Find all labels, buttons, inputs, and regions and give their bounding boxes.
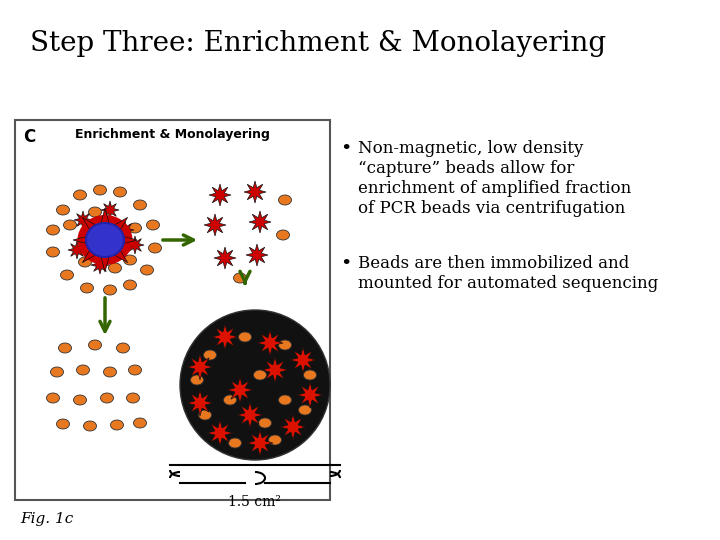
Ellipse shape [110,420,124,430]
Ellipse shape [269,435,282,445]
Ellipse shape [84,421,96,431]
Ellipse shape [258,418,271,428]
Ellipse shape [76,365,89,375]
Text: •: • [340,140,351,158]
Text: •: • [340,255,351,273]
Ellipse shape [47,393,60,403]
Polygon shape [249,211,271,233]
Polygon shape [187,390,213,416]
Ellipse shape [63,220,76,230]
Polygon shape [227,377,253,403]
Text: C: C [23,128,35,146]
Text: of PCR beads via centrifugation: of PCR beads via centrifugation [358,200,625,217]
Text: Beads are then immobilized and: Beads are then immobilized and [358,255,629,272]
Text: Fig. 1c: Fig. 1c [20,512,73,526]
Text: Enrichment & Monolayering: Enrichment & Monolayering [75,128,270,141]
Polygon shape [68,241,86,259]
Polygon shape [262,357,288,383]
Polygon shape [187,354,213,380]
Ellipse shape [78,257,91,267]
Ellipse shape [58,343,71,353]
Ellipse shape [253,370,266,380]
Ellipse shape [223,395,236,405]
Polygon shape [212,324,238,350]
Bar [15,120,330,500]
Polygon shape [116,221,134,239]
Ellipse shape [104,285,117,295]
Ellipse shape [124,255,137,265]
Polygon shape [247,430,273,456]
Ellipse shape [81,283,94,293]
Ellipse shape [276,230,289,240]
Ellipse shape [128,223,142,233]
Ellipse shape [127,393,140,403]
Ellipse shape [299,405,312,415]
Ellipse shape [47,225,60,235]
Polygon shape [73,208,137,272]
Ellipse shape [133,200,146,210]
Polygon shape [91,256,109,274]
Ellipse shape [78,215,132,265]
Ellipse shape [60,270,73,280]
Text: Step Three: Enrichment & Monolayering: Step Three: Enrichment & Monolayering [30,30,606,57]
Ellipse shape [204,350,217,360]
Text: enrichment of amplified fraction: enrichment of amplified fraction [358,180,631,197]
Ellipse shape [47,247,60,257]
Ellipse shape [86,223,124,257]
Text: “capture” beads allow for: “capture” beads allow for [358,160,575,177]
Polygon shape [204,214,226,236]
Polygon shape [257,330,283,356]
Ellipse shape [304,370,317,380]
Polygon shape [244,181,266,203]
Ellipse shape [191,375,204,385]
Text: 1.5 cm²: 1.5 cm² [228,495,282,509]
Polygon shape [237,402,263,428]
Ellipse shape [140,265,153,275]
Ellipse shape [114,187,127,197]
Ellipse shape [73,190,86,200]
Polygon shape [207,420,233,446]
Ellipse shape [146,220,160,230]
Ellipse shape [89,340,102,350]
Ellipse shape [104,367,117,377]
Ellipse shape [128,365,142,375]
Polygon shape [126,236,144,254]
Ellipse shape [133,418,146,428]
Polygon shape [290,347,316,373]
Ellipse shape [109,263,122,273]
Polygon shape [209,184,231,206]
Ellipse shape [148,243,161,253]
Polygon shape [214,247,236,269]
Polygon shape [297,382,323,408]
Ellipse shape [124,280,137,290]
Text: mounted for automated sequencing: mounted for automated sequencing [358,275,658,292]
Ellipse shape [56,419,70,429]
Ellipse shape [233,273,246,283]
Ellipse shape [89,207,102,217]
Ellipse shape [238,332,251,342]
Ellipse shape [94,185,107,195]
Ellipse shape [56,205,70,215]
Ellipse shape [117,343,130,353]
Ellipse shape [180,310,330,460]
Polygon shape [74,211,92,229]
Ellipse shape [228,438,241,448]
Ellipse shape [50,367,63,377]
Text: Non-magnetic, low density: Non-magnetic, low density [358,140,583,157]
Ellipse shape [279,195,292,205]
Ellipse shape [73,395,86,405]
Ellipse shape [279,395,292,405]
Ellipse shape [199,410,212,420]
Polygon shape [101,201,119,219]
Polygon shape [280,414,306,440]
Ellipse shape [101,393,114,403]
Polygon shape [246,244,268,266]
Ellipse shape [279,340,292,350]
